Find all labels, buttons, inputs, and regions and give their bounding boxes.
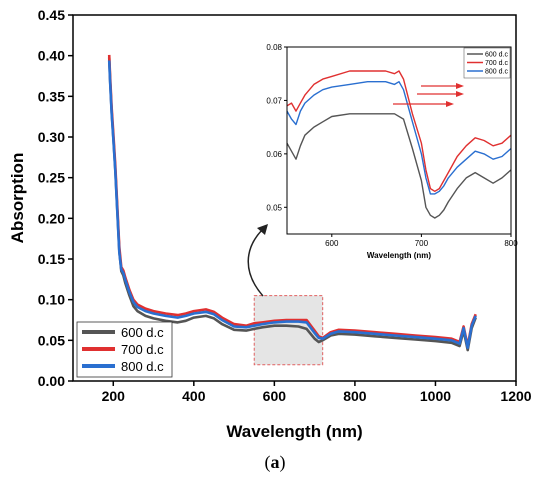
x-tick-label-1: 400 [182, 388, 206, 404]
x-tick-label-0: 200 [102, 388, 126, 404]
inset-y-tick-label-1: 0.06 [266, 150, 282, 159]
x-tick-label-4: 1000 [420, 388, 451, 404]
inset-red-arrowhead-3 [446, 101, 454, 107]
inset-x-tick-label-2: 800 [504, 239, 518, 248]
inset-red-arrowhead-2 [456, 91, 464, 97]
main-legend-label-1: 600 d.c [121, 325, 164, 340]
inset-y-tick-label-3: 0.08 [266, 43, 282, 52]
y-tick-label-0: 0.00 [38, 373, 65, 389]
caption-open: ( [264, 452, 271, 472]
x-axis-label: Wavelength (nm) [226, 422, 362, 441]
y-tick-label-4: 0.20 [38, 210, 65, 226]
inset-x-axis-label: Wavelength (nm) [367, 251, 431, 260]
y-tick-label-8: 0.40 [38, 48, 65, 64]
inset-y-tick-label-0: 0.05 [266, 203, 282, 212]
inset-series-line-2 [286, 70, 512, 192]
inset-frame [286, 46, 512, 235]
x-tick-label-2: 600 [263, 388, 287, 404]
pointer-arrow [247, 229, 264, 297]
inset-series-line-1 [286, 113, 512, 219]
y-tick-label-3: 0.15 [38, 251, 65, 267]
inset-y-tick-label-2: 0.07 [266, 96, 282, 105]
inset-red-arrowhead-1 [456, 83, 464, 89]
main-legend-label-2: 700 d.c [121, 342, 164, 357]
series-line-3 [107, 60, 477, 349]
caption-letter: a [270, 452, 280, 472]
y-tick-label-1: 0.05 [38, 332, 65, 348]
main-legend-label-3: 800 d.c [121, 359, 164, 374]
caption-close: ) [279, 452, 286, 472]
y-tick-label-7: 0.35 [38, 88, 65, 104]
y-tick-label-2: 0.10 [38, 292, 65, 308]
inset-legend-label-1: 600 d.c [485, 52, 508, 59]
inset-series-line-3 [286, 81, 512, 195]
inset-legend-label-3: 800 d.c [485, 69, 508, 76]
inset-x-tick-label-1: 700 [415, 239, 429, 248]
inset-x-tick-label-0: 600 [325, 239, 339, 248]
main-legend: 600 d.c 700 d.c 800 d.c [76, 321, 173, 378]
y-tick-label-5: 0.25 [38, 170, 65, 186]
inset-legend-label-2: 700 d.c [485, 60, 508, 67]
plot-frame [72, 14, 517, 382]
y-tick-label-9: 0.45 [38, 7, 65, 23]
x-tick-label-3: 800 [343, 388, 367, 404]
figure-caption: (a) [0, 452, 550, 473]
x-tick-label-5: 1200 [500, 388, 531, 404]
pointer-arrowhead [257, 224, 268, 235]
y-tick-label-6: 0.30 [38, 129, 65, 145]
y-axis-label: Absorption [8, 153, 27, 244]
